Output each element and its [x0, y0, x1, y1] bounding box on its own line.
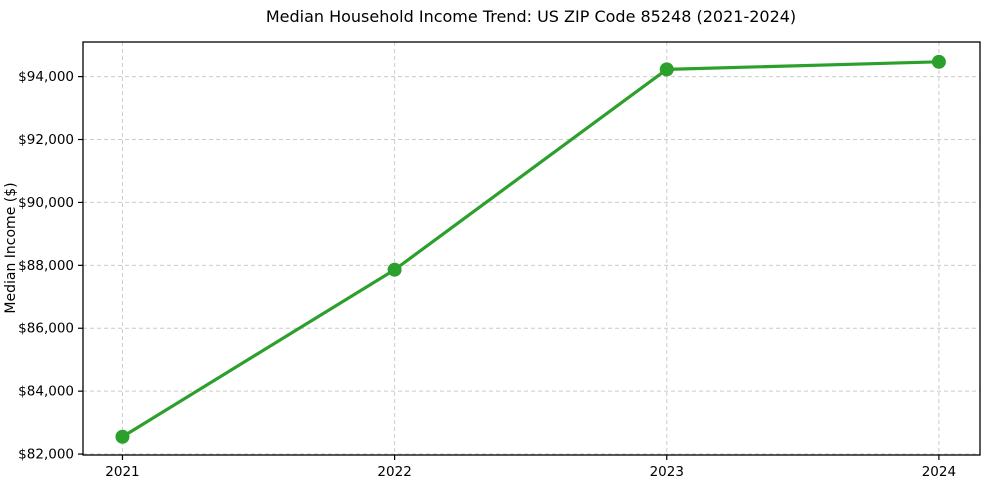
y-tick-label: $84,000: [18, 384, 74, 400]
y-axis-label: Median Income ($): [3, 182, 19, 313]
y-tick-label: $82,000: [18, 447, 74, 463]
x-tick-label: 2022: [377, 464, 411, 480]
data-point-2024: [931, 54, 946, 69]
y-tick-label: $92,000: [18, 132, 74, 148]
y-tick-label: $86,000: [18, 321, 74, 337]
data-point-2021: [115, 429, 130, 444]
plot-border: [82, 41, 981, 456]
x-tick-label: 2024: [922, 464, 956, 480]
x-tick-label: 2023: [650, 464, 684, 480]
x-tick-label: 2021: [105, 464, 139, 480]
y-tick-label: $94,000: [18, 69, 74, 85]
data-point-2022: [387, 262, 402, 277]
chart-title: Median Household Income Trend: US ZIP Co…: [266, 7, 796, 26]
y-tick-label: $88,000: [18, 258, 74, 274]
data-point-2023: [659, 62, 674, 77]
y-tick-label: $90,000: [18, 195, 74, 211]
income-line-series: [120, 60, 941, 439]
